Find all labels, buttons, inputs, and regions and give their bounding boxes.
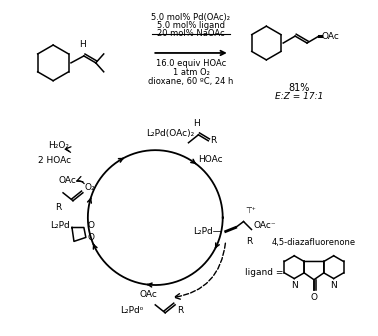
Text: OAc⁻: OAc⁻ <box>254 221 276 230</box>
Text: 2 HOAc: 2 HOAc <box>38 156 71 165</box>
Text: L₂Pdᵒ: L₂Pdᵒ <box>120 306 143 315</box>
Text: dioxane, 60 ºC, 24 h: dioxane, 60 ºC, 24 h <box>148 77 234 86</box>
Text: L₂Pd: L₂Pd <box>50 221 70 230</box>
Text: H: H <box>79 40 86 49</box>
Text: ⊤⁺: ⊤⁺ <box>246 206 256 215</box>
Text: 5.0 mol% Pd(OAc)₂: 5.0 mol% Pd(OAc)₂ <box>152 13 231 22</box>
Text: ligand =: ligand = <box>245 268 283 277</box>
Text: R: R <box>210 136 217 145</box>
Text: 16.0 equiv HOAc: 16.0 equiv HOAc <box>156 59 226 68</box>
Text: O: O <box>310 293 318 302</box>
Text: HOAc: HOAc <box>198 155 223 164</box>
Text: O₂: O₂ <box>85 183 96 192</box>
Text: 20 mol% NaOAc: 20 mol% NaOAc <box>157 29 225 38</box>
Text: O: O <box>88 233 95 242</box>
Text: 1 atm O₂: 1 atm O₂ <box>172 68 209 77</box>
Text: N: N <box>330 281 337 290</box>
Text: E:Z = 17:1: E:Z = 17:1 <box>275 92 323 101</box>
Text: L₂Pd—: L₂Pd— <box>193 227 222 236</box>
Text: OAc: OAc <box>139 290 157 299</box>
Text: R: R <box>177 306 183 315</box>
Text: OAc: OAc <box>58 176 76 185</box>
Text: H: H <box>193 119 200 128</box>
Text: L₂Pd(OAc)₂: L₂Pd(OAc)₂ <box>146 129 194 138</box>
Text: 4,5-diazafluorenone: 4,5-diazafluorenone <box>272 238 356 247</box>
Text: N: N <box>291 281 297 290</box>
Text: 5.0 mol% ligand: 5.0 mol% ligand <box>157 21 225 30</box>
Text: O: O <box>88 221 95 230</box>
Text: 81%: 81% <box>288 83 310 93</box>
Text: H₂O₂: H₂O₂ <box>48 141 69 150</box>
Text: R: R <box>55 203 61 212</box>
Text: OAc: OAc <box>322 32 340 41</box>
Text: R: R <box>246 238 253 246</box>
